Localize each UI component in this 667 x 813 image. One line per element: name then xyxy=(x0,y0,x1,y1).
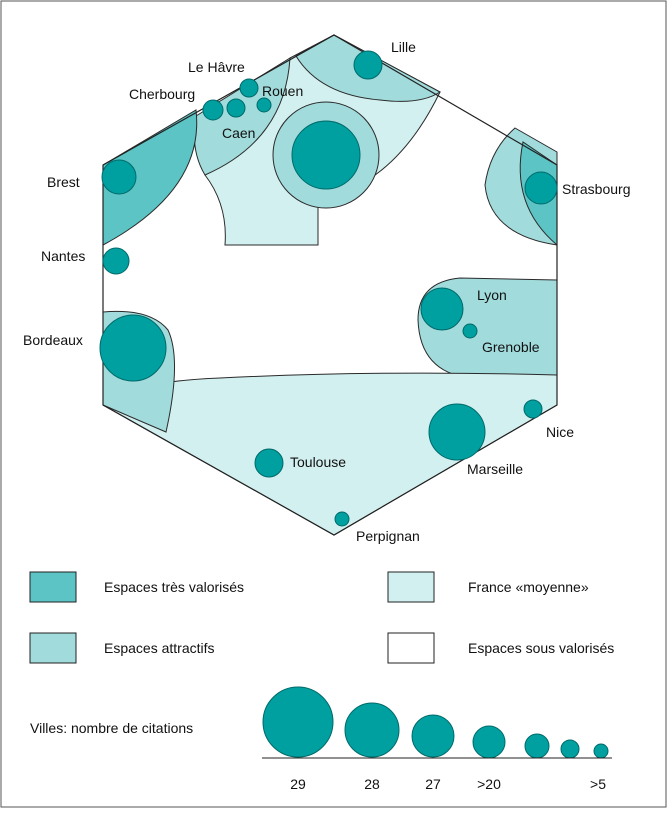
size-circle xyxy=(524,733,550,759)
city-label: Cherbourg xyxy=(129,86,195,102)
city xyxy=(102,247,130,275)
size-circle xyxy=(411,714,455,758)
size-circle xyxy=(344,702,400,758)
city xyxy=(291,120,361,190)
size-label: 28 xyxy=(364,776,380,792)
city-label: Nantes xyxy=(41,248,85,264)
city-label: Caen xyxy=(222,125,255,141)
size-label: 29 xyxy=(290,776,306,792)
city xyxy=(256,97,272,113)
legend-label: Espaces attractifs xyxy=(104,640,215,656)
region-tres-valorise xyxy=(102,109,198,246)
legend-label: Espaces très valorisés xyxy=(104,579,244,595)
size-label: >20 xyxy=(477,776,501,792)
city-label: Le Hâvre xyxy=(188,59,245,75)
size-circle xyxy=(472,725,506,759)
city-label: Brest xyxy=(47,174,80,190)
city-label: Marseille xyxy=(467,461,523,477)
city-label: Strasbourg xyxy=(562,181,630,197)
legend-swatch xyxy=(29,632,77,664)
city-label: Lille xyxy=(391,39,416,55)
city-label: Rouen xyxy=(262,83,303,99)
legend: Espaces très valorisés France «moyenne» … xyxy=(29,571,614,792)
size-label: >5 xyxy=(590,776,606,792)
legend-swatch xyxy=(387,632,435,664)
city xyxy=(202,99,224,121)
legend-label: Espaces sous valorisés xyxy=(468,640,614,656)
city xyxy=(524,171,558,205)
city-label: Toulouse xyxy=(290,454,346,470)
city-label: Bordeaux xyxy=(23,332,83,348)
city xyxy=(99,314,167,382)
size-circle xyxy=(593,743,609,759)
city xyxy=(428,403,486,461)
size-legend-title: Villes: nombre de citations xyxy=(30,720,193,736)
legend-label: France «moyenne» xyxy=(468,579,589,595)
legend-swatch xyxy=(29,571,77,603)
city-label: Perpignan xyxy=(356,528,420,544)
city xyxy=(523,399,543,419)
city xyxy=(226,98,246,118)
city-label: Nice xyxy=(546,424,574,440)
city xyxy=(462,323,478,339)
city xyxy=(353,50,383,80)
city xyxy=(101,159,137,195)
city xyxy=(239,78,259,98)
city-label: Grenoble xyxy=(482,339,540,355)
city xyxy=(334,511,350,527)
legend-swatch xyxy=(387,571,435,603)
city-label: Lyon xyxy=(477,287,507,303)
size-circle xyxy=(560,739,580,759)
size-label: 27 xyxy=(425,776,441,792)
size-circle xyxy=(262,686,334,758)
cities xyxy=(99,50,558,527)
city xyxy=(420,287,464,331)
city xyxy=(254,448,284,478)
city-labels: Lille Le Hâvre Cherbourg Rouen Caen Bres… xyxy=(23,39,630,544)
